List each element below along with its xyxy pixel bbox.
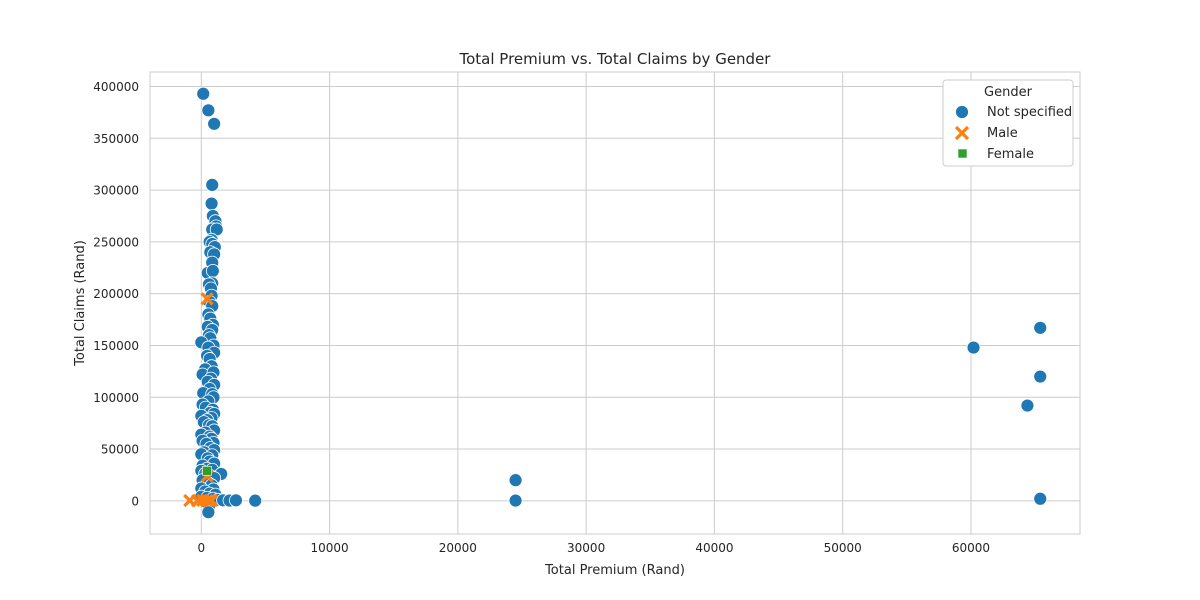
plot-area (150, 72, 1080, 534)
y-tick-label: 50000 (101, 443, 139, 457)
y-tick-label: 400000 (93, 80, 139, 94)
x-tick-label: 0 (197, 541, 205, 555)
point-not-specified (508, 493, 523, 508)
point-not-specified (1033, 491, 1048, 506)
legend-marker-not-specified (955, 105, 969, 119)
chart-title: Total Premium vs. Total Claims by Gender (459, 50, 772, 68)
point-not-specified (229, 493, 243, 508)
point-not-specified (196, 86, 211, 101)
y-tick-label: 200000 (93, 287, 139, 301)
x-axis-label: Total Premium (Rand) (544, 563, 685, 578)
data-points (183, 86, 1048, 520)
legend-label-male: Male (987, 126, 1018, 141)
point-male (204, 493, 219, 508)
legend-label-not-specified: Not specified (987, 105, 1072, 120)
x-tick-label: 10000 (310, 541, 348, 555)
grid-lines (150, 72, 1080, 534)
point-not-specified (205, 178, 220, 192)
point-not-specified (966, 340, 981, 355)
point-female (202, 466, 212, 476)
point-not-specified (248, 493, 263, 508)
y-tick-label: 100000 (93, 391, 139, 405)
x-axis-ticks: 0 10000 20000 30000 40000 50000 60000 (197, 541, 990, 555)
point-male (200, 292, 214, 306)
y-tick-label: 250000 (93, 235, 139, 249)
point-not-specified (205, 263, 220, 278)
y-tick-label: 350000 (93, 132, 139, 146)
x-tick-label: 20000 (439, 541, 477, 555)
legend-box (942, 79, 1074, 167)
x-tick-label: 50000 (824, 541, 862, 555)
x-tick-label: 30000 (567, 541, 605, 555)
point-not-specified (204, 196, 219, 211)
y-tick-label: 0 (131, 494, 139, 508)
legend-marker-male (954, 125, 970, 141)
legend-title: Gender (984, 85, 1033, 100)
x-tick-label: 60000 (952, 541, 990, 555)
legend-label-female: Female (987, 147, 1034, 162)
point-not-specified (201, 103, 216, 118)
point-not-specified (1033, 320, 1048, 335)
point-male (200, 493, 214, 508)
point-not-specified (201, 505, 216, 520)
point-not-specified (207, 116, 222, 131)
x-tick-label: 40000 (695, 541, 733, 555)
plot-frame (149, 71, 1081, 535)
point-not-specified (508, 473, 523, 488)
y-axis-ticks: 0 50000 100000 150000 200000 250000 300000 3500… (93, 80, 139, 508)
y-tick-label: 300000 (93, 184, 139, 198)
legend-marker-female (957, 148, 968, 159)
point-not-specified (1033, 369, 1048, 384)
y-tick-label: 150000 (93, 339, 139, 353)
y-axis-label: Total Claims (Rand) (73, 240, 88, 367)
point-not-specified (1020, 398, 1035, 413)
legend: Gender Not specified Male Female (942, 79, 1074, 167)
